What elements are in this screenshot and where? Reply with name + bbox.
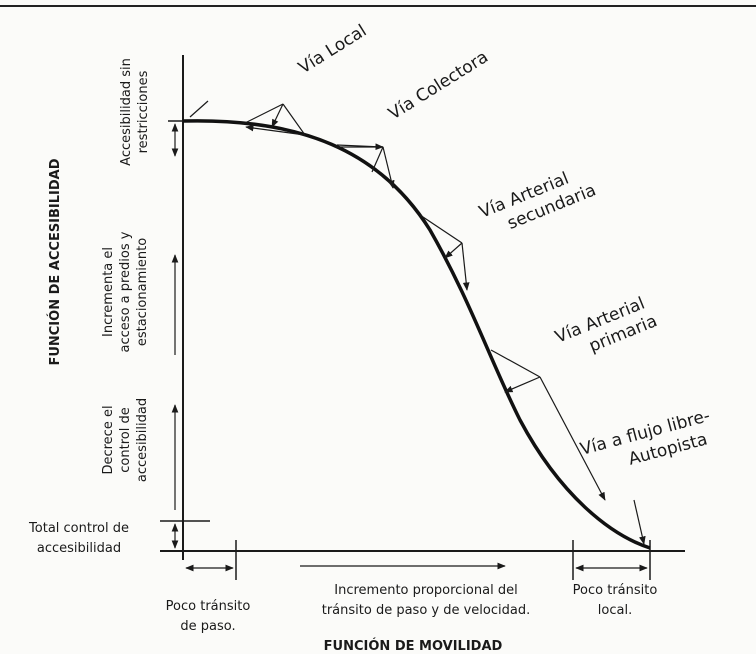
sin-restricciones-label: Accesibilidad sin restricciones (119, 58, 151, 166)
svg-text:estacionamiento: estacionamiento (135, 238, 150, 346)
poco-local-label: Poco tránsito local. (573, 583, 658, 618)
svg-text:tránsito de paso y de velocida: tránsito de paso y de velocidad. (322, 603, 531, 618)
svg-text:Total control de: Total control de (28, 521, 129, 536)
svg-text:local.: local. (598, 603, 632, 618)
svg-text:acceso a predios y: acceso a predios y (118, 231, 133, 352)
decrece-label: Decrece el control de accesibilidad (101, 398, 150, 482)
via-colectora-label: Vía Colectora (385, 47, 492, 124)
y-axis-title: FUNCIÓN DE ACCESIBILIDAD (47, 158, 63, 365)
incremento-label: Incremento proporcional del tránsito de … (322, 583, 531, 618)
poco-paso-label: Poco tránsito de paso. (166, 599, 251, 634)
svg-text:Decrece el: Decrece el (101, 405, 116, 474)
via-arterial-primaria-label: Vía Arterial primaria (552, 294, 660, 357)
svg-text:Incrementa el: Incrementa el (101, 247, 116, 337)
svg-text:restricciones: restricciones (136, 70, 151, 153)
accessibility-mobility-curve (182, 119, 651, 550)
via-flujo-libre-label: Vía a flujo libre- Autopista (578, 406, 712, 470)
svg-text:Poco tránsito: Poco tránsito (573, 583, 658, 598)
svg-text:Accesibilidad sin: Accesibilidad sin (119, 58, 134, 166)
vector-triangles (189, 100, 646, 545)
via-arterial-secundaria-label: Vía Arterial secundaria (476, 169, 599, 234)
incrementa-label: Incrementa el acceso a predios y estacio… (101, 231, 150, 352)
svg-text:accesibilidad: accesibilidad (135, 398, 150, 482)
svg-text:Poco tránsito: Poco tránsito (166, 599, 251, 614)
svg-text:accesibilidad: accesibilidad (37, 541, 121, 556)
svg-text:control de: control de (118, 407, 133, 472)
via-local-label: Vía Local (295, 21, 370, 78)
x-axis-title: FUNCIÓN DE MOVILIDAD (324, 638, 503, 654)
total-control-label: Total control de accesibilidad (28, 521, 129, 556)
svg-text:de paso.: de paso. (180, 619, 235, 634)
svg-text:Incremento proporcional del: Incremento proporcional del (334, 583, 517, 598)
